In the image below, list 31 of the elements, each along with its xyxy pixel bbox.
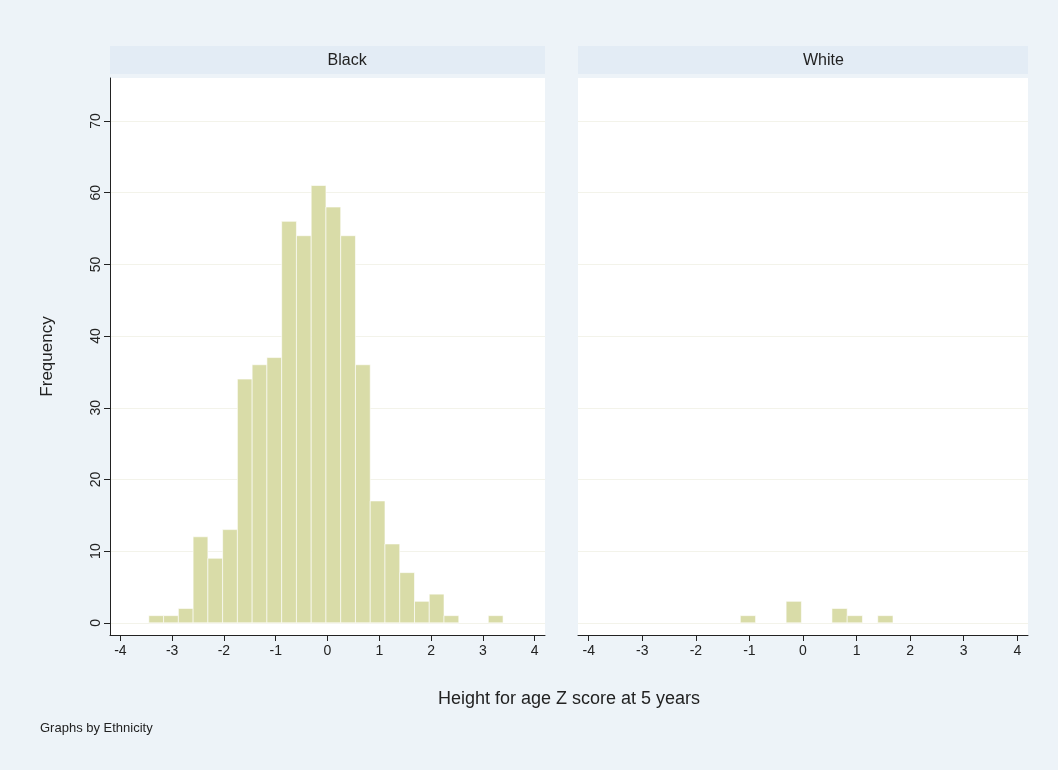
y-tick-label: 10 (87, 543, 103, 559)
x-tick-label: 4 (1013, 642, 1022, 658)
x-tick-label: 2 (427, 642, 436, 658)
x-tick-label: 1 (852, 642, 861, 658)
x-tick-label: 0 (799, 642, 808, 658)
chart-title: White (803, 50, 844, 68)
x-tick-label: 3 (959, 642, 968, 658)
y-tick-label: 70 (87, 113, 103, 129)
y-tick-label: 50 (87, 256, 103, 273)
x-tick-label: -3 (636, 642, 649, 658)
text: Graphs by Ethnicity (40, 720, 153, 735)
x-tick-label: -1 (269, 642, 283, 658)
x-tick-label: 2 (906, 642, 915, 658)
x-tick-label: 1 (375, 642, 384, 658)
x-tick-label: 4 (530, 642, 539, 658)
y-tick-label: 0 (87, 618, 103, 627)
x-tick-label: -2 (689, 642, 703, 658)
y-axis-title: Frequency (37, 315, 56, 397)
y-tick-label: 20 (87, 471, 103, 488)
x-tick-label: -1 (743, 642, 756, 658)
x-tick-label: -4 (582, 642, 596, 658)
x-tick-label: 0 (323, 642, 332, 658)
chart-title: Black (327, 50, 368, 68)
x-tick-label: -2 (217, 642, 231, 658)
y-tick-label: 40 (87, 328, 103, 344)
x-tick-label: -4 (114, 642, 127, 658)
x-axis-title: Height for age Z score at 5 years (436, 688, 702, 709)
x-tick-label: -3 (165, 642, 179, 658)
y-tick-label: 30 (87, 399, 103, 416)
x-tick-label: 3 (478, 642, 487, 658)
y-tick-label: 60 (87, 184, 103, 201)
